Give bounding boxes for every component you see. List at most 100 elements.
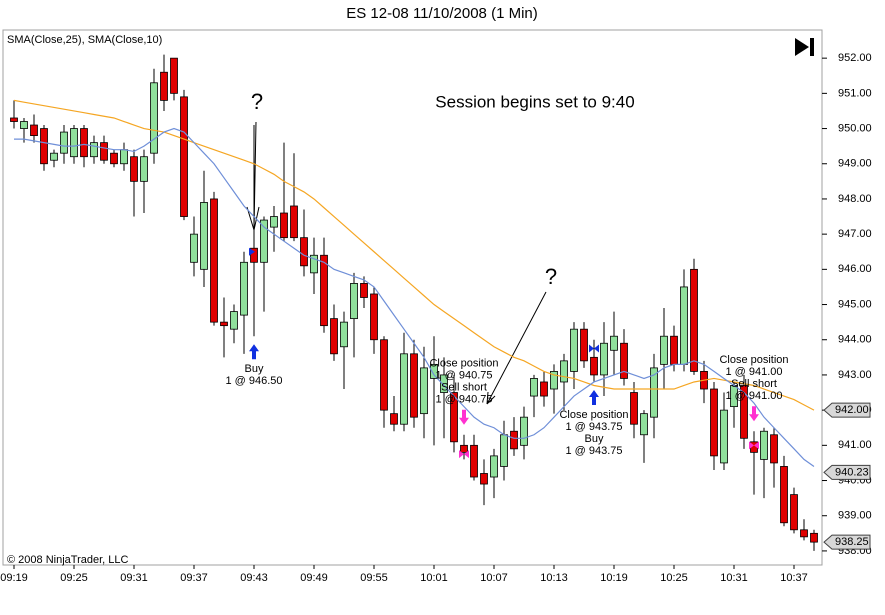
price-tag-label: 938.25 (835, 536, 869, 548)
y-tick-label: 950.00 (838, 122, 872, 134)
trade-label: Close position (429, 358, 498, 370)
icon-triangle[interactable] (795, 38, 809, 56)
candle-body (790, 494, 798, 531)
candle-body (100, 142, 108, 161)
candle-body (720, 409, 728, 464)
trade-label: Close position (719, 354, 788, 366)
price-tag (823, 402, 871, 418)
price-tag (823, 534, 871, 550)
sma-line (14, 127, 815, 467)
candle-body (370, 293, 378, 341)
candle-body (300, 237, 308, 267)
annotation: Session begins set to 9:40 (435, 92, 634, 111)
candle-body (230, 311, 238, 330)
x-tick-label: 09:31 (120, 572, 148, 584)
x-tick-label: 09:25 (60, 572, 88, 584)
trade-label: 1 @ 946.50 (225, 375, 282, 387)
candle-body (450, 392, 458, 443)
candle-body (530, 378, 538, 397)
plot-frame (2, 29, 823, 566)
exit-marker (459, 450, 469, 459)
candle-body (410, 353, 418, 418)
candle-body (500, 434, 508, 467)
candle-body (90, 142, 98, 158)
x-tick-label: 09:55 (360, 572, 388, 584)
candle-body (280, 212, 288, 239)
trade-label: Sell short (441, 382, 487, 394)
candle-body (240, 261, 248, 316)
play-end-icon[interactable] (795, 38, 814, 56)
x-tick-label: 09:19 (0, 572, 28, 584)
candle-body (630, 392, 638, 425)
candle-body (130, 156, 138, 182)
candle-body (200, 202, 208, 270)
candle-body (20, 121, 28, 129)
x-tick-label: 10:01 (420, 572, 448, 584)
candle-body (610, 335, 618, 351)
x-tick-label: 10:37 (780, 572, 808, 584)
candle-body (570, 328, 578, 372)
icon-bar[interactable] (810, 38, 814, 56)
price-tag-label: 940.23 (835, 466, 869, 478)
trade-label: Buy (245, 363, 264, 375)
candle-body (560, 360, 568, 383)
indicator-label: SMA(Close,25), SMA(Close,10) (7, 34, 162, 46)
x-tick-label: 10:19 (600, 572, 628, 584)
candle-body (340, 321, 348, 348)
y-tick-label: 941.00 (838, 439, 872, 451)
candle-body (680, 286, 688, 365)
candle-body (420, 367, 428, 415)
x-tick-label: 10:13 (540, 572, 568, 584)
buy-arrow (249, 344, 259, 360)
chart-title: ES 12-08 11/10/2008 (1 Min) (346, 5, 538, 22)
annotation-arrow (486, 291, 547, 405)
candle-body (80, 128, 88, 158)
price-tag-label: 942.00 (835, 404, 869, 416)
candle-body (760, 430, 768, 460)
candle-body (170, 57, 178, 94)
candle-body (250, 247, 258, 263)
sell-arrow (459, 409, 469, 425)
candle-body (140, 156, 148, 182)
candle-body (190, 233, 198, 263)
x-tick-label: 09:37 (180, 572, 208, 584)
candle-body (360, 283, 368, 298)
candle-body (180, 96, 188, 217)
candle-body (550, 371, 558, 390)
candle-body (800, 529, 808, 538)
candle-body (490, 455, 498, 478)
x-tick-label: 09:43 (240, 572, 268, 584)
candle-body (260, 219, 268, 263)
y-tick-label: 946.00 (838, 263, 872, 275)
candle-body (470, 444, 478, 478)
candle-body (580, 328, 588, 362)
x-tick-label: 10:31 (720, 572, 748, 584)
candle-body (660, 335, 668, 365)
candle-body (710, 388, 718, 457)
annotation: ? (251, 89, 263, 114)
trade-label: 1 @ 941.00 (725, 390, 782, 402)
copyright: © 2008 NinjaTrader, LLC (7, 554, 128, 566)
candle-body (50, 152, 58, 161)
price-tag (823, 464, 871, 480)
candle-body (740, 385, 748, 439)
exit-marker (589, 344, 599, 353)
trade-label: Sell short (731, 378, 777, 390)
candle-body (350, 283, 358, 320)
candle-body (780, 466, 788, 524)
candle-body (290, 205, 298, 239)
exit-marker (749, 441, 759, 450)
candle-body (330, 318, 338, 355)
candle-body (210, 198, 218, 323)
trade-label: Close position (559, 409, 628, 421)
candle-body (640, 413, 648, 436)
candle-body (600, 342, 608, 376)
candle-body (270, 216, 278, 228)
trade-label: 1 @ 941.00 (725, 366, 782, 378)
candle-body (380, 339, 388, 411)
candle-body (40, 128, 48, 165)
candle-body (590, 356, 598, 376)
x-tick-label: 10:07 (480, 572, 508, 584)
candle-body (690, 268, 698, 372)
